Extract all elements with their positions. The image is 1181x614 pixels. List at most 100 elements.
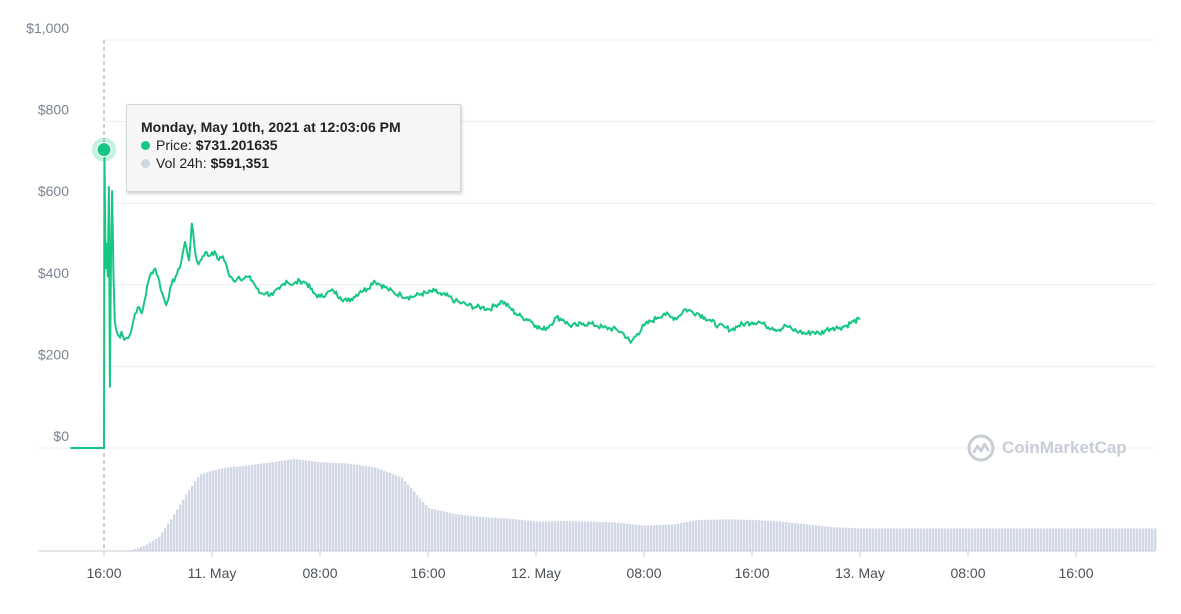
volume-bar — [662, 524, 665, 551]
volume-bar — [809, 524, 812, 551]
volume-bar — [902, 528, 905, 551]
volume-bar — [794, 523, 797, 551]
volume-bar — [608, 522, 611, 551]
volume-bar — [1025, 528, 1028, 551]
volume-bar — [1043, 528, 1046, 551]
volume-bar — [497, 518, 500, 551]
volume-bar — [689, 521, 692, 551]
volume-bar — [446, 512, 449, 551]
volume-bar — [1151, 528, 1154, 551]
volume-bar — [485, 517, 488, 551]
volume-bar — [803, 524, 806, 551]
volume-bar — [209, 471, 212, 551]
volume-bar — [716, 519, 719, 551]
tooltip-volume-value: $591,351 — [210, 155, 270, 171]
volume-bar — [494, 517, 497, 551]
volume-bar — [1121, 528, 1124, 551]
volume-bar — [305, 460, 308, 551]
volume-bar — [176, 509, 179, 551]
volume-bar — [827, 526, 830, 551]
volume-bar — [866, 528, 869, 551]
x-tick-label: 16:00 — [410, 565, 445, 581]
volume-bar — [506, 518, 509, 551]
volume-bar — [746, 519, 749, 551]
hover-point[interactable] — [96, 142, 112, 158]
volume-bar — [956, 528, 959, 551]
volume-bar — [428, 508, 431, 551]
volume-bar — [752, 519, 755, 551]
volume-bar — [584, 521, 587, 551]
volume-bar — [896, 528, 899, 551]
volume-bar — [821, 526, 824, 551]
volume-bar — [635, 524, 638, 551]
volume-bar — [335, 462, 338, 551]
volume-bar — [179, 504, 182, 551]
volume-bar — [284, 460, 287, 551]
volume-bar — [740, 519, 743, 551]
x-tick-label: 13. May — [835, 565, 885, 581]
volume-bar — [908, 528, 911, 551]
volume-bar — [677, 523, 680, 551]
volume-bar — [959, 528, 962, 551]
volume-bar — [743, 519, 746, 551]
volume-bar — [317, 461, 320, 551]
volume-bar — [731, 519, 734, 551]
volume-bar — [512, 519, 515, 551]
volume-bar — [314, 461, 317, 551]
grid-lines — [38, 39, 1155, 449]
volume-bar — [440, 510, 443, 551]
coinmarketcap-logo-icon — [967, 434, 995, 462]
volume-bar — [854, 528, 857, 551]
volume-bar — [545, 521, 548, 551]
volume-bar — [599, 522, 602, 551]
volume-bar — [1115, 528, 1118, 551]
volume-bar — [1118, 528, 1121, 551]
volume-bars — [122, 458, 1157, 551]
volume-bar — [257, 464, 260, 551]
volume-bar — [770, 521, 773, 551]
volume-bar — [461, 514, 464, 551]
volume-bar — [890, 528, 893, 551]
volume-bar — [134, 548, 137, 551]
volume-bar — [248, 465, 251, 551]
volume-bar — [776, 521, 779, 551]
y-tick-label: $0 — [53, 428, 69, 444]
volume-bar — [917, 528, 920, 551]
volume-bar — [152, 540, 155, 551]
volume-bar — [269, 462, 272, 551]
volume-bar — [980, 528, 983, 551]
volume-bar — [521, 520, 524, 551]
volume-bar — [185, 494, 188, 551]
volume-bar — [425, 505, 428, 551]
volume-bar — [596, 521, 599, 551]
volume-bar — [713, 519, 716, 551]
volume-bar — [977, 528, 980, 551]
volume-bar — [617, 522, 620, 551]
volume-bar — [950, 528, 953, 551]
volume-bar — [815, 525, 818, 551]
y-axis-ticks: $0 $200 $400 $600 $800 $1,000 — [26, 20, 69, 444]
volume-bar — [401, 477, 404, 551]
volume-bar — [554, 521, 557, 551]
volume-bar — [1133, 528, 1136, 551]
volume-bar — [368, 466, 371, 551]
volume-bar — [683, 522, 686, 551]
volume-bar — [437, 510, 440, 551]
volume-bar — [935, 528, 938, 551]
volume-bar — [656, 525, 659, 551]
volume-bar — [779, 521, 782, 551]
volume-bar — [167, 523, 170, 551]
volume-bar — [905, 528, 908, 551]
volume-bar — [1070, 528, 1073, 551]
volume-bar — [563, 521, 566, 551]
volume-bar — [266, 462, 269, 551]
volume-bar — [860, 528, 863, 551]
volume-bar — [374, 467, 377, 551]
y-tick-label: $1,000 — [26, 20, 69, 36]
volume-bar — [581, 521, 584, 551]
volume-bar — [287, 459, 290, 551]
volume-bar — [329, 462, 332, 551]
volume-bar — [983, 528, 986, 551]
volume-bar — [530, 521, 533, 551]
